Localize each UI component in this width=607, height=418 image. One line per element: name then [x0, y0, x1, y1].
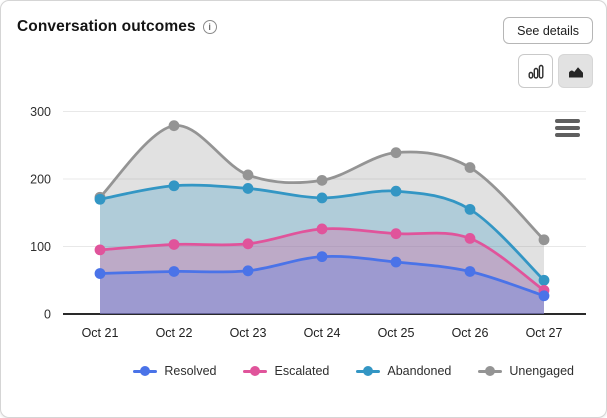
data-point-unengaged: [168, 120, 180, 132]
data-point-resolved: [168, 266, 180, 277]
info-icon[interactable]: i: [202, 20, 217, 34]
data-point-escalated: [464, 233, 476, 244]
chart-type-toggles: [518, 54, 593, 88]
legend-marker-icon: [478, 366, 503, 377]
data-point-unengaged: [316, 174, 328, 186]
x-axis-tick-label: Oct 25: [378, 326, 415, 340]
legend-label: Unengaged: [509, 364, 574, 378]
data-point-abandoned: [538, 274, 550, 286]
data-point-abandoned: [316, 192, 328, 204]
legend-marker-icon: [133, 366, 158, 377]
card-header: Conversation outcomes i: [17, 18, 217, 36]
y-axis-tick-label: 0: [44, 308, 51, 322]
series-area-escalated: [100, 228, 544, 314]
data-point-abandoned: [242, 183, 254, 194]
series-area-resolved: [100, 256, 544, 314]
x-axis-tick-label: Oct 21: [82, 326, 119, 340]
legend-marker-dot: [363, 366, 374, 376]
legend-label: Resolved: [164, 364, 217, 378]
data-point-escalated: [316, 223, 328, 235]
legend-label: Escalated: [274, 364, 330, 378]
legend-item-resolved[interactable]: Resolved: [133, 364, 216, 378]
legend-marker-icon: [356, 366, 381, 377]
y-axis-tick-label: 200: [30, 173, 51, 187]
data-point-resolved: [464, 266, 476, 277]
data-point-abandoned: [94, 193, 106, 205]
data-point-escalated: [242, 238, 254, 250]
page-title: Conversation outcomes: [17, 18, 196, 35]
data-point-escalated: [168, 239, 180, 250]
area-chart-toggle-button[interactable]: [558, 54, 593, 88]
legend-marker-dot: [485, 366, 496, 376]
y-axis-tick-label: 100: [30, 240, 51, 254]
data-point-unengaged: [390, 147, 402, 159]
data-point-resolved: [242, 265, 254, 277]
data-point-abandoned: [464, 203, 476, 215]
legend-marker-dot: [140, 366, 151, 376]
y-axis-tick-label: 300: [30, 105, 51, 119]
data-point-resolved: [538, 290, 550, 302]
data-point-escalated: [94, 244, 106, 256]
legend-item-abandoned[interactable]: Abandoned: [356, 364, 451, 378]
area-chart-icon: [568, 67, 583, 78]
data-point-resolved: [390, 256, 402, 268]
chart-menu-button[interactable]: [555, 117, 581, 139]
data-point-escalated: [390, 228, 402, 240]
x-axis-tick-label: Oct 24: [304, 326, 341, 340]
bar-chart-icon: [528, 64, 543, 79]
data-point-abandoned: [168, 180, 180, 192]
legend-label: Abandoned: [387, 364, 452, 378]
x-axis-tick-label: Oct 23: [230, 326, 267, 340]
x-axis-tick-label: Oct 26: [452, 326, 489, 340]
legend-item-escalated[interactable]: Escalated: [243, 364, 329, 378]
data-point-resolved: [94, 268, 106, 279]
data-point-unengaged: [464, 162, 476, 173]
data-point-unengaged: [538, 234, 550, 246]
x-axis-tick-label: Oct 27: [526, 326, 563, 340]
legend-marker-icon: [243, 366, 268, 377]
bar-chart-toggle-button[interactable]: [518, 54, 553, 88]
hamburger-icon: [555, 119, 580, 123]
legend-marker-dot: [250, 366, 261, 376]
see-details-button[interactable]: See details: [503, 17, 593, 44]
x-axis-tick-label: Oct 22: [156, 326, 193, 340]
series-area-abandoned: [100, 185, 544, 314]
legend-item-unengaged[interactable]: Unengaged: [478, 364, 574, 378]
chart-legend: Resolved Escalated Abandoned Unengaged: [1, 360, 574, 382]
data-point-abandoned: [390, 185, 402, 197]
data-point-unengaged: [242, 169, 254, 181]
data-point-resolved: [316, 251, 328, 263]
